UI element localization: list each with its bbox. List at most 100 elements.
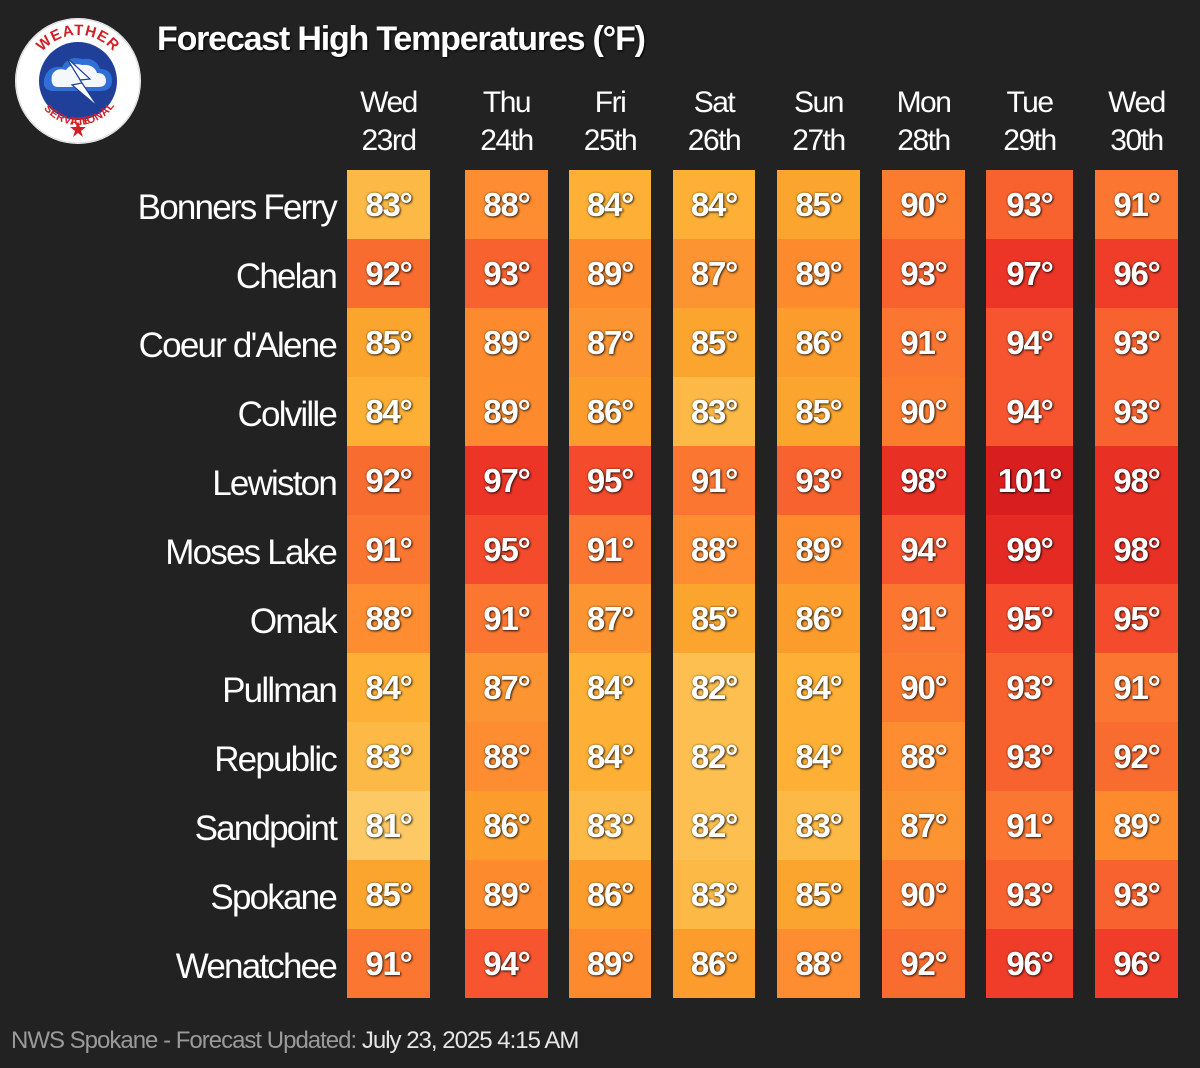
temperature-cell: 87°: [882, 791, 965, 860]
day-name: Sun: [794, 86, 844, 119]
temperature-cell: 87°: [465, 653, 548, 722]
city-label: Pullman: [222, 671, 338, 710]
temperature-cell: 93°: [882, 239, 965, 308]
temperature-cell: 92°: [347, 239, 430, 308]
temperature-cell: 84°: [569, 170, 651, 239]
city-label: Chelan: [235, 257, 338, 296]
temperature-cell: 91°: [1095, 653, 1178, 722]
temperature-cell: 88°: [465, 722, 548, 791]
temperature-cell: 93°: [1095, 860, 1178, 929]
temperature-cell: 92°: [882, 929, 965, 998]
temperature-cell: 84°: [777, 722, 860, 791]
temperature-cell: 90°: [882, 377, 965, 446]
city-label: Coeur d'Alene: [138, 326, 338, 365]
temperature-cell: 87°: [569, 308, 651, 377]
day-header: Sat 26th: [663, 84, 765, 160]
temperature-cell: 88°: [347, 584, 430, 653]
temperature-cell: 98°: [1095, 446, 1178, 515]
temperature-cell: 82°: [673, 791, 755, 860]
day-date: 28th: [897, 124, 951, 157]
temperature-cell: 86°: [569, 377, 651, 446]
temperature-cell: 94°: [986, 308, 1073, 377]
day-date: 27th: [792, 124, 846, 157]
day-name: Wed: [1108, 86, 1166, 119]
temperature-cell: 90°: [882, 170, 965, 239]
footer: NWS Spokane - Forecast Updated: July 23,…: [11, 1024, 579, 1058]
temperature-cell: 85°: [777, 170, 860, 239]
day-header: Thu 24th: [455, 84, 558, 160]
temperature-cell: 91°: [673, 446, 755, 515]
temperature-cell: 92°: [347, 446, 430, 515]
temperature-cell: 87°: [673, 239, 755, 308]
day-date: 30th: [1110, 124, 1164, 157]
temperature-cell: 83°: [569, 791, 651, 860]
temperature-cell: 88°: [777, 929, 860, 998]
temperature-cell: 95°: [465, 515, 548, 584]
temperature-cell: 96°: [1095, 239, 1178, 308]
temperature-cell: 99°: [986, 515, 1073, 584]
temperature-cell: 83°: [777, 791, 860, 860]
temperature-cell: 82°: [673, 722, 755, 791]
city-label: Sandpoint: [194, 809, 338, 848]
temperature-cell: 86°: [777, 584, 860, 653]
temperature-cell: 89°: [465, 860, 548, 929]
footer-updated-time: July 23, 2025 4:15 AM: [361, 1027, 579, 1054]
day-header: Fri 25th: [559, 84, 661, 160]
day-header: Sun 27th: [767, 84, 870, 160]
temperature-cell: 91°: [986, 791, 1073, 860]
city-label: Moses Lake: [165, 533, 338, 572]
temperature-cell: 95°: [1095, 584, 1178, 653]
day-header: Wed 23rd: [337, 84, 440, 160]
temperature-cell: 85°: [673, 584, 755, 653]
temperature-cell: 84°: [569, 722, 651, 791]
temperature-cell: 92°: [1095, 722, 1178, 791]
temperature-cell: 84°: [673, 170, 755, 239]
city-label: Colville: [237, 395, 338, 434]
temperature-cell: 91°: [569, 515, 651, 584]
day-name: Wed: [360, 86, 418, 119]
temperature-cell: 93°: [465, 239, 548, 308]
temperature-cell: 93°: [986, 860, 1073, 929]
city-label: Republic: [214, 740, 338, 779]
temperature-cell: 97°: [465, 446, 548, 515]
temperature-cell: 89°: [465, 377, 548, 446]
chart-title: Forecast High Temperatures (°F): [157, 20, 646, 58]
temperature-cell: 86°: [569, 860, 651, 929]
day-name: Thu: [482, 86, 532, 119]
temperature-cell: 89°: [1095, 791, 1178, 860]
temperature-cell: 91°: [1095, 170, 1178, 239]
temperature-cell: 98°: [1095, 515, 1178, 584]
city-label: Lewiston: [212, 464, 338, 503]
temperature-cell: 93°: [986, 722, 1073, 791]
day-date: 23rd: [361, 124, 417, 157]
city-label: Bonners Ferry: [137, 188, 338, 227]
day-header: Wed 30th: [1085, 84, 1188, 160]
temperature-cell: 83°: [347, 170, 430, 239]
temperature-cell: 93°: [986, 653, 1073, 722]
temperature-cell: 88°: [882, 722, 965, 791]
temperature-cell: 97°: [986, 239, 1073, 308]
temperature-cell: 94°: [465, 929, 548, 998]
temperature-cell: 98°: [882, 446, 965, 515]
temperature-cell: 85°: [673, 308, 755, 377]
temperature-cell: 96°: [1095, 929, 1178, 998]
temperature-cell: 89°: [777, 239, 860, 308]
temperature-cell: 86°: [673, 929, 755, 998]
temperature-cell: 94°: [986, 377, 1073, 446]
temperature-cell: 84°: [777, 653, 860, 722]
temperature-cell: 95°: [986, 584, 1073, 653]
temperature-cell: 91°: [465, 584, 548, 653]
day-name: Sat: [693, 86, 736, 119]
city-label: Omak: [249, 602, 338, 641]
day-header: Mon 28th: [872, 84, 975, 160]
temperature-cell: 90°: [882, 653, 965, 722]
day-date: 26th: [687, 124, 742, 157]
temperature-cell: 89°: [569, 929, 651, 998]
temperature-cell: 85°: [347, 860, 430, 929]
city-label: Wenatchee: [175, 947, 338, 986]
temperature-cell: 85°: [347, 308, 430, 377]
temperature-cell: 83°: [673, 377, 755, 446]
temperature-cell: 84°: [347, 377, 430, 446]
temperature-cell: 89°: [465, 308, 548, 377]
temperature-cell: 87°: [569, 584, 651, 653]
